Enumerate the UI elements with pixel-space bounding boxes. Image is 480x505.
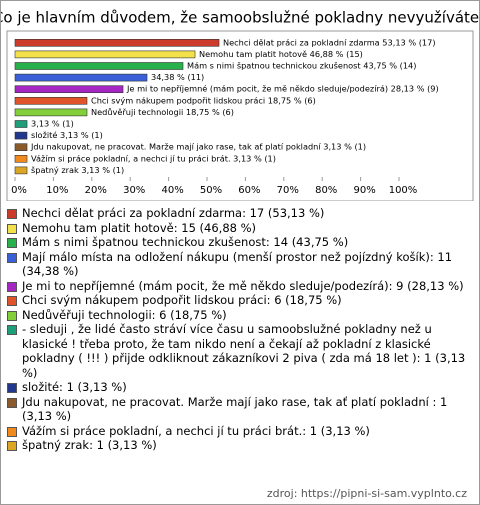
bar-label: 34,38 % (11) (151, 72, 204, 82)
bar-label: Nechci dělat práci za pokladní zdarma 53… (223, 37, 436, 47)
legend-label: Je mi to nepříjemné (mám pocit, že mě ně… (22, 278, 464, 293)
legend-item: Jdu nakupovat, ne pracovat. Marže mají j… (7, 395, 473, 424)
x-tick-label: 40% (161, 185, 183, 196)
legend-item: Je mi to nepříjemné (mám pocit, že mě ně… (7, 279, 473, 294)
source: zdroj: https://pipni-si-sam.vyplnto.cz (266, 487, 467, 500)
legend-label: Nechci dělat práci za pokladní zdarma: 1… (22, 206, 325, 220)
legend-item: Chci svým nákupem podpořit lidskou práci… (7, 293, 473, 308)
chart: Co je hlavním důvodem, že samoobslužné p… (1, 9, 479, 202)
x-tick-label: 20% (85, 185, 107, 196)
bar-label: špatný zrak 3,13 % (1) (31, 165, 124, 175)
legend-swatch (7, 281, 17, 292)
legend-item: Mají málo místa na odložení nákupu (menš… (7, 250, 473, 279)
bar (14, 85, 124, 93)
legend-label: Mám s nimi špatnou technickou zkušenost:… (22, 235, 349, 249)
legend-swatch (7, 426, 17, 437)
legend-label: - sleduji , že lidé často stráví více ča… (22, 322, 466, 380)
bar (14, 50, 196, 59)
legend-swatch (7, 252, 17, 263)
legend-swatch (7, 441, 17, 451)
legend-item: Nedůvěřuji technologii: 6 (18,75 %) (7, 308, 473, 323)
legend-item: - sleduji , že lidé často stráví více ča… (7, 322, 473, 380)
bar-label: Je mi to nepříjemné (mám pocit, že mě ně… (126, 84, 439, 94)
bar (14, 62, 184, 70)
legend: Nechci dělat práci za pokladní zdarma: 1… (7, 206, 473, 453)
x-tick-label: 70% (277, 185, 299, 196)
bar (14, 143, 28, 151)
bar-label: Vážím si práce pokladní, a nechci jí tu … (31, 153, 276, 163)
legend-swatch (7, 296, 17, 306)
legend-swatch (7, 223, 17, 234)
bar-label: Chci svým nákupem podpořit lidskou práci… (91, 95, 316, 105)
legend-item: Mám s nimi špatnou technickou zkušenost:… (7, 235, 473, 250)
bar-label: Mám s nimi špatnou technickou zkušenost … (187, 61, 416, 71)
legend-swatch (7, 310, 17, 321)
bar (14, 155, 28, 163)
x-tick-label: 0% (11, 185, 27, 196)
legend-item: Vážím si práce pokladní, a nechci jí tu … (7, 424, 473, 439)
legend-label: Nedůvěřuji technologii: 6 (18,75 %) (22, 307, 227, 322)
legend-label: Mají málo místa na odložení nákupu (menš… (22, 249, 453, 279)
legend-label: špatný zrak: 1 (3,13 %) (22, 438, 157, 452)
legend-label: Jdu nakupovat, ne pracovat. Marže mají j… (22, 394, 448, 424)
legend-item: Nemohu tam platit hotově: 15 (46,88 %) (7, 221, 473, 236)
legend-swatch (7, 397, 17, 408)
legend-swatch (7, 238, 17, 248)
x-tick-label: 10% (46, 185, 68, 196)
bar (14, 166, 28, 175)
legend-swatch (7, 325, 17, 335)
bar (14, 120, 28, 128)
bar-label: Jdu nakupovat, ne pracovat. Marže mají j… (30, 142, 366, 152)
bar-label: složité 3,13 % (1) (31, 130, 103, 140)
legend-item: špatný zrak: 1 (3,13 %) (7, 438, 473, 453)
bar (14, 73, 148, 82)
x-tick-label: 50% (200, 185, 222, 196)
x-tick-label: 30% (123, 185, 145, 196)
bar-label: Nedůvěřuji technologii 18,75 % (6) (91, 107, 234, 117)
legend-label: Vážím si práce pokladní, a nechci jí tu … (22, 423, 370, 438)
legend-item: Nechci dělat práci za pokladní zdarma: 1… (7, 206, 473, 221)
bar-label: Nemohu tam platit hotově 46,88 % (15) (199, 49, 363, 59)
legend-label: složité: 1 (3,13 %) (22, 380, 127, 394)
bar (14, 97, 88, 105)
legend-label: Nemohu tam platit hotově: 15 (46,88 %) (22, 220, 257, 235)
x-tick-label: 90% (353, 185, 375, 196)
x-tick-label: 60% (238, 185, 260, 196)
chart-title: Co je hlavním důvodem, že samoobslužné p… (1, 9, 479, 27)
bar (14, 108, 88, 117)
legend-label: Chci svým nákupem podpořit lidskou práci… (22, 293, 342, 307)
legend-swatch (7, 383, 17, 393)
bar-label: 3,13 % (1) (31, 119, 74, 129)
x-tick-label: 80% (315, 185, 337, 196)
legend-swatch (7, 209, 17, 219)
x-tick-label: 100% (389, 185, 418, 196)
bar (14, 38, 220, 47)
legend-item: složité: 1 (3,13 %) (7, 380, 473, 395)
bar (14, 131, 28, 140)
